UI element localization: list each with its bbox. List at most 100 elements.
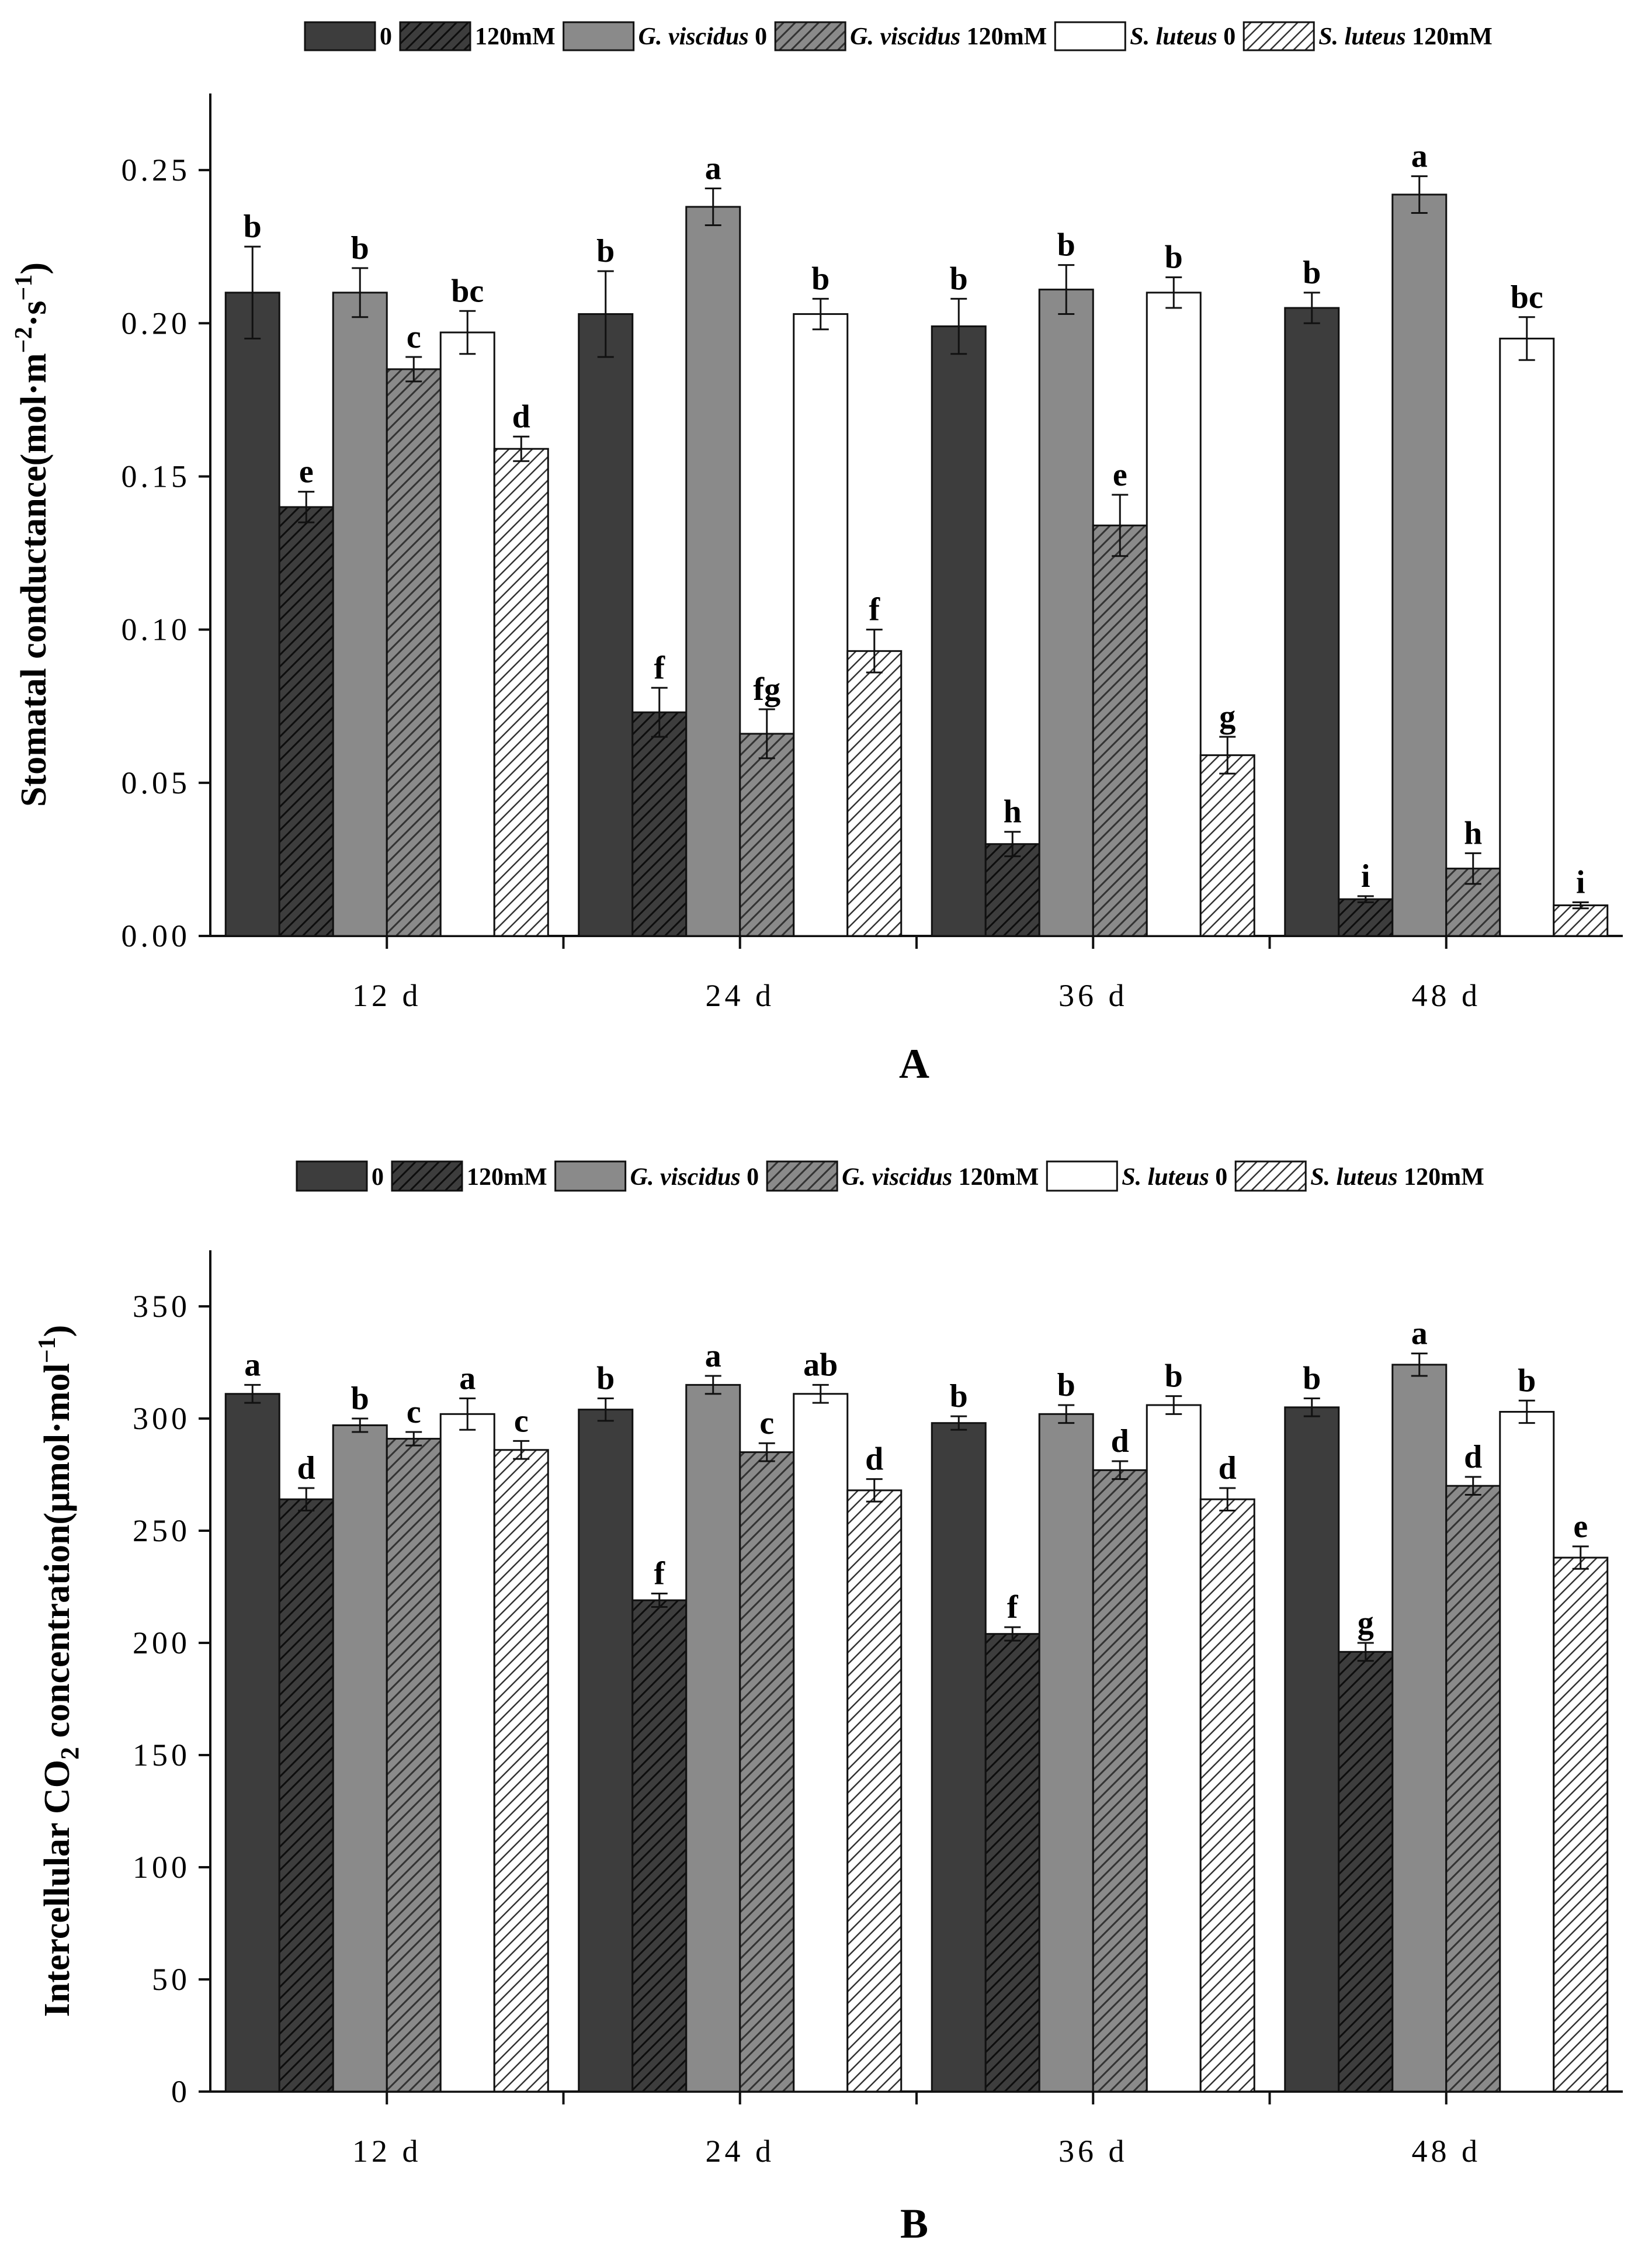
significance-label: e (1573, 1509, 1588, 1545)
bar (386, 1438, 442, 2093)
y-axis-title-a-mid: ·s (14, 301, 54, 327)
significance-label: b (811, 261, 830, 297)
y-tick-label: 0.00 (122, 918, 191, 953)
legend-swatch (1054, 21, 1126, 51)
significance-label: g (1219, 699, 1235, 735)
legend-item: 0 (304, 21, 392, 51)
significance-label: d (1464, 1439, 1482, 1475)
legend-item: S. luteus 120mM (1243, 21, 1493, 51)
bar (1092, 1469, 1148, 2093)
significance-label: h (1004, 794, 1022, 830)
significance-label: f (1007, 1589, 1019, 1625)
significance-label: f (869, 592, 880, 628)
y-tick-label: 0.25 (122, 152, 191, 188)
legend-item: 120mM (391, 1160, 547, 1192)
y-tick-label: 150 (133, 1738, 190, 1773)
bar (1199, 1498, 1255, 2093)
bar (1338, 898, 1394, 937)
significance-label: e (299, 454, 314, 490)
legend-label-treatment: 120mM (1406, 23, 1493, 50)
legend-item: 0 (296, 1160, 384, 1192)
y-axis-title-a-main: Stomatal conductance(mol·m (14, 353, 54, 807)
significance-label: b (596, 1360, 615, 1396)
legend-item: G. viscidus 0 (563, 21, 768, 51)
legend-label-treatment: 0 (380, 23, 392, 50)
bar (984, 843, 1040, 937)
significance-label: h (1464, 815, 1482, 851)
significance-label: d (512, 398, 530, 435)
y-axis-title-a: Stomatal conductance(mol·m−2·s−1) (11, 262, 54, 807)
bar (685, 1383, 741, 2093)
bar (1499, 337, 1555, 937)
legend-label-species: G. viscidus (630, 1164, 741, 1191)
legend-label: G. viscidus 120mM (850, 23, 1047, 50)
y-axis-title-a-sup2: −1 (11, 275, 37, 301)
significance-label: bc (451, 273, 484, 309)
x-tick-label: 24 d (706, 978, 775, 1013)
legend-label: 0 (380, 23, 392, 50)
y-tick-label: 350 (133, 1289, 190, 1324)
legend-swatch (554, 1160, 627, 1192)
legend-label: S. luteus 120mM (1310, 1164, 1484, 1191)
legend-panel-b: 0 120mM G. viscidus 0 G. viscidus 120mM S. l… (296, 1160, 1484, 1192)
legend-label: G. viscidus 120mM (842, 1164, 1039, 1191)
significance-label: b (1303, 255, 1321, 291)
bar (332, 1424, 388, 2093)
significance-label: b (1303, 1360, 1321, 1396)
bar (1553, 904, 1609, 937)
significance-label: fg (753, 671, 780, 708)
significance-label: b (950, 261, 968, 297)
legend-swatch (774, 21, 846, 51)
significance-label: b (351, 230, 369, 266)
bar (278, 1498, 334, 2093)
y-axis-title-b: Intercellular CO2 concentration(μmol·mol… (34, 1325, 84, 2017)
y-tick-label: 300 (133, 1401, 190, 1436)
legend-label-treatment: 120mM (960, 23, 1047, 50)
legend-item: 120mM (399, 21, 556, 51)
bar (1391, 193, 1448, 937)
bar (1338, 1650, 1394, 2093)
y-tick-label: 250 (133, 1513, 190, 1548)
legend-item: G. viscidus 0 (554, 1160, 759, 1192)
significance-label: d (1111, 1423, 1129, 1459)
bar (846, 650, 903, 937)
legend-swatch (1234, 1160, 1307, 1192)
x-tick-label: 24 d (706, 2134, 775, 2169)
legend-swatch (391, 1160, 463, 1192)
bar (739, 1451, 795, 2093)
x-tick-label: 48 d (1412, 2134, 1481, 2169)
legend-item: S. luteus 0 (1054, 21, 1235, 51)
significance-label: b (1165, 240, 1183, 276)
significance-label: d (865, 1441, 883, 1478)
bar (931, 325, 987, 937)
significance-label: b (1165, 1358, 1183, 1395)
legend-panel-a: 0 120mM G. viscidus 0 G. viscidus 120mM S. l… (304, 21, 1493, 51)
legend-swatch (563, 21, 635, 51)
legend-label-species: G. viscidus (850, 23, 960, 50)
legend-swatch (296, 1160, 368, 1192)
significance-label: e (1113, 457, 1127, 493)
legend-label: 120mM (475, 23, 556, 50)
significance-label: bc (1511, 279, 1543, 315)
significance-label: a (705, 151, 721, 187)
y-axis-title-b-rest: concentration(μmol·mol (37, 1363, 77, 1747)
x-tick-label: 36 d (1058, 2134, 1128, 2169)
legend-label: 120mM (467, 1164, 547, 1191)
x-tick-label: 12 d (352, 978, 422, 1013)
bar (793, 313, 849, 937)
significance-label: d (1219, 1450, 1237, 1486)
bar (1146, 292, 1202, 937)
significance-label: b (596, 233, 615, 269)
legend-label-treatment: 0 (1209, 1164, 1228, 1191)
legend-label: G. viscidus 0 (630, 1164, 759, 1191)
x-tick-label: 12 d (352, 2134, 422, 2169)
bar (1038, 1413, 1094, 2093)
bar (224, 292, 280, 937)
legend-label-treatment: 0 (749, 23, 768, 50)
panel-label-b: B (900, 2200, 928, 2247)
legend-swatch (304, 21, 376, 51)
bar (931, 1422, 987, 2093)
legend-label-species: S. luteus (1310, 1164, 1397, 1191)
